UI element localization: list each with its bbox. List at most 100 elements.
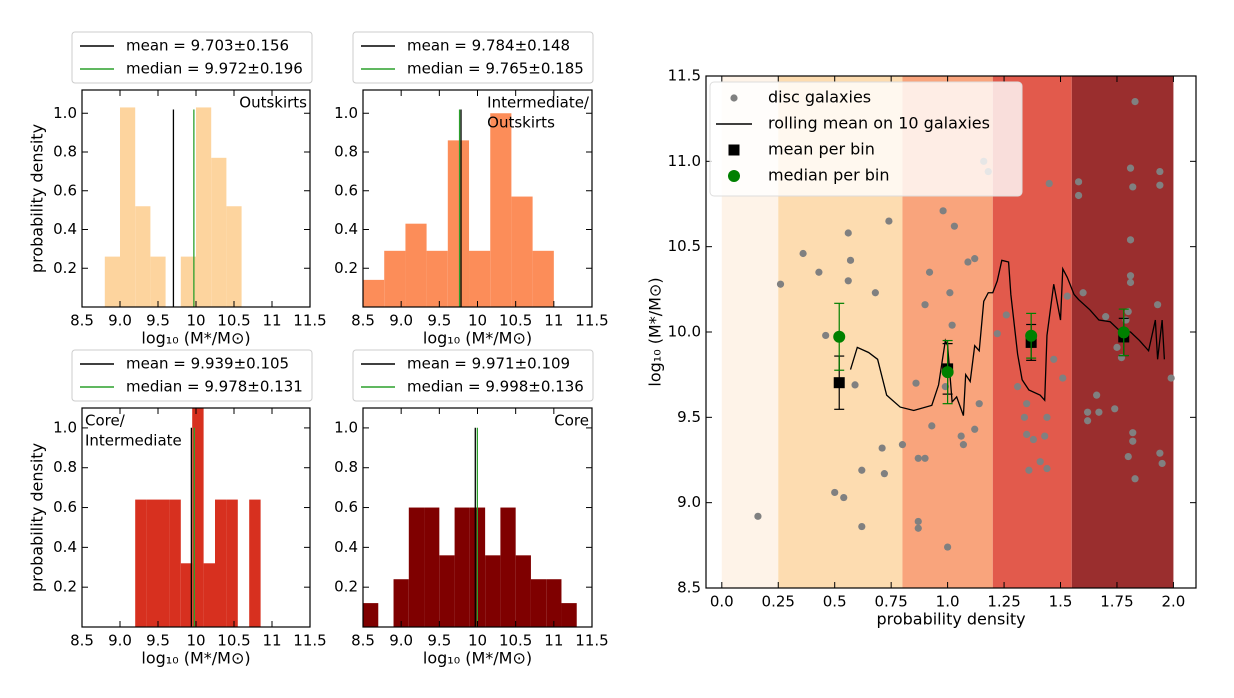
- galaxy-point: [1156, 167, 1164, 176]
- panel-annotation: Outskirts: [487, 114, 555, 132]
- galaxy-point: [1059, 374, 1067, 382]
- galaxy-point: [799, 249, 807, 258]
- x-axis-label: probability density: [876, 610, 1025, 629]
- legend-label: median = 9.765±0.185: [407, 60, 584, 78]
- y-tick-label: 0.8: [334, 458, 358, 476]
- galaxy-point: [914, 454, 922, 462]
- galaxy-point: [1158, 459, 1166, 468]
- x-tick-label: 11: [262, 312, 281, 330]
- hist-bar: [469, 250, 491, 307]
- hist-bar: [196, 107, 212, 307]
- legend-label: median = 9.972±0.196: [126, 60, 303, 78]
- histogram-panel: 8.5 9.0 9.5 10 10.5 11 11.5 0.2 0.4 0.6 0.8 1.0 log₁…: [334, 31, 609, 348]
- legend-label: disc galaxies: [768, 88, 871, 107]
- legend-label: mean = 9.703±0.156: [126, 37, 289, 55]
- x-tick-label: 9.0: [389, 312, 413, 330]
- legend-box: [71, 349, 313, 402]
- legend-swatch: [730, 94, 738, 102]
- galaxy-point: [1126, 278, 1135, 287]
- hist-bar: [192, 408, 204, 627]
- panel-annotation: Core/: [85, 412, 126, 430]
- hist-bar: [158, 499, 170, 627]
- x-tick-label: 10.5: [499, 312, 532, 330]
- galaxy-point: [1095, 408, 1103, 416]
- hist-bar: [530, 579, 547, 627]
- galaxy-point: [851, 381, 859, 389]
- x-tick-label: 9.5: [146, 312, 170, 330]
- x-tick-label: 9.0: [389, 632, 413, 650]
- x-axis-label: log₁₀ (M*/M⊙): [141, 649, 250, 668]
- hist-bar: [532, 250, 554, 307]
- x-tick-label: 8.5: [351, 312, 375, 330]
- galaxy-point: [880, 470, 888, 478]
- x-tick-label: 11.5: [293, 632, 326, 650]
- galaxy-point: [1129, 429, 1137, 437]
- legend-box: [71, 31, 313, 84]
- y-tick-label: 0.8: [334, 143, 358, 161]
- bars: [135, 408, 261, 627]
- y-tick-label: 9.0: [677, 493, 701, 511]
- galaxy-point: [921, 301, 929, 309]
- rolling-mean-line: [849, 259, 1166, 416]
- hist-bar: [426, 250, 448, 307]
- legend-label: mean = 9.939±0.105: [126, 355, 289, 373]
- x-tick-label: 9.0: [108, 632, 132, 650]
- x-tick-label: 10: [468, 632, 487, 650]
- x-tick-label: 9.0: [108, 312, 132, 330]
- galaxy-point: [1156, 181, 1164, 189]
- galaxy-point: [1043, 464, 1051, 473]
- y-tick-label: 0.2: [334, 259, 358, 277]
- y-tick-label: 0.6: [334, 181, 358, 199]
- galaxy-point: [1079, 289, 1087, 297]
- y-tick-label: 0.6: [53, 181, 77, 199]
- galaxy-point: [858, 466, 866, 474]
- galaxy-point: [1023, 400, 1031, 408]
- histogram-panel: 8.5 9.0 9.5 10 10.5 11 11.5 0.2 0.4 0.6 0.8 1.0 log₁…: [28, 31, 327, 348]
- galaxy-point: [1063, 292, 1071, 300]
- galaxy-point: [939, 207, 947, 215]
- hist-bar: [135, 206, 151, 307]
- y-tick-label: 1.0: [334, 104, 358, 122]
- galaxy-point: [846, 256, 855, 264]
- hist-bar: [405, 223, 427, 307]
- galaxy-point: [822, 331, 830, 340]
- galaxy-point: [815, 268, 823, 276]
- y-tick-label: 1.0: [53, 418, 77, 436]
- x-tick-label: 10.5: [217, 632, 250, 650]
- galaxy-point: [1074, 178, 1083, 186]
- galaxy-point: [844, 277, 852, 285]
- galaxy-point: [1074, 191, 1083, 200]
- x-tick-label: 1.0: [936, 593, 960, 611]
- x-tick-label: 10.5: [217, 312, 250, 330]
- hist-bar: [120, 107, 136, 307]
- hist-bar: [515, 555, 531, 627]
- bin-marker: [941, 366, 954, 379]
- y-tick-label: 0.4: [334, 220, 358, 238]
- galaxy-point: [1126, 164, 1135, 172]
- x-axis-label: log₁₀ (M*/M⊙): [423, 649, 532, 668]
- galaxy-point: [948, 321, 956, 329]
- legend-label: median = 9.978±0.131: [126, 378, 303, 396]
- hist-bar: [408, 507, 425, 627]
- legend-label: rolling mean on 10 galaxies: [768, 114, 990, 133]
- galaxy-point: [1167, 374, 1175, 382]
- x-tick-label: 8.5: [70, 632, 94, 650]
- y-tick-label: 10.5: [668, 237, 701, 255]
- x-tick-label: 0.25: [762, 593, 795, 611]
- x-tick-label: 9.5: [427, 632, 451, 650]
- y-axis-label: probability density: [28, 124, 47, 273]
- y-tick-label: 8.5: [677, 579, 701, 597]
- hist-bar: [146, 499, 158, 627]
- y-tick-label: 11.5: [668, 67, 701, 85]
- galaxy-point: [914, 517, 922, 526]
- galaxy-point: [1154, 301, 1162, 309]
- legend-swatch: [728, 170, 740, 182]
- galaxy-point: [1023, 430, 1031, 438]
- x-tick-label: 11: [544, 632, 563, 650]
- galaxy-point: [1050, 355, 1058, 363]
- x-tick-label: 11: [262, 632, 281, 650]
- x-tick-label: 10.5: [499, 632, 532, 650]
- y-tick-label: 9.5: [677, 408, 701, 426]
- y-tick-label: 11.0: [668, 152, 701, 170]
- hist-bar: [393, 579, 409, 627]
